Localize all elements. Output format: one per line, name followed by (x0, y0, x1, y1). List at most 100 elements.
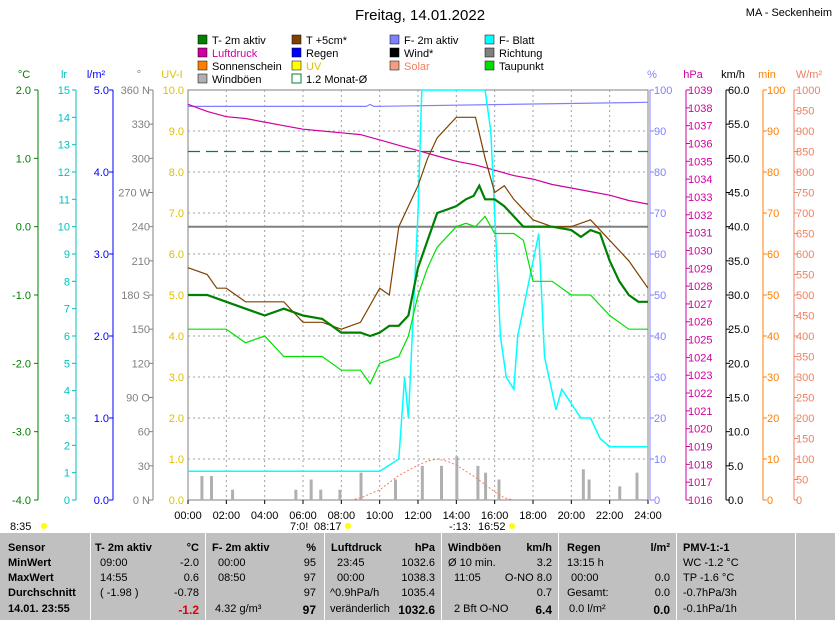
legend-label: F- Blatt (499, 35, 534, 47)
axis-tick-label: 60 (654, 249, 666, 261)
axis-tick-label: 600 (796, 249, 814, 261)
axis-tick-label: 5.0 (169, 290, 184, 302)
axis-tick-label: 4.0 (94, 167, 109, 179)
row-label-max: MaxWert (8, 572, 54, 584)
marker-sunset: 16:52 (478, 521, 506, 533)
axis-tick-label: 1035 (688, 156, 712, 168)
plot-area (187, 89, 649, 501)
axis-tick-label: 5 (64, 358, 70, 370)
gust-bar (635, 472, 639, 500)
axis-tick-label: 500 (796, 290, 814, 302)
druck-avg-val: 1035.4 (401, 587, 435, 599)
gust-bar (294, 489, 298, 500)
t2m-avg-time: ( -1.98 ) (100, 587, 139, 599)
axis-tick-label: 2.0 (169, 413, 184, 425)
axis-tick-label: 15.0 (728, 393, 749, 405)
axis-tick-label: 30 (767, 372, 779, 384)
druck-now-val: 1032.6 (398, 603, 435, 617)
t2m-max-time: 14:55 (100, 572, 128, 584)
axis-unit-label: min (758, 69, 776, 81)
axis-tick-label: 800 (796, 167, 814, 179)
axis-tick-label: 550 (796, 270, 814, 282)
axis-tick-label: 3 (64, 413, 70, 425)
weather-chart: Freitag, 14.01.2022 MA - Seckenheim T- 2… (10, 7, 832, 533)
legend-label: T +5cm* (306, 35, 348, 47)
legend-swatch (197, 73, 208, 84)
axis-tick-label: 950 (796, 106, 814, 118)
axis-tick-label: 50 (767, 290, 779, 302)
axis-tick-label: 1030 (688, 245, 712, 257)
axis-tick-label: 0 (767, 495, 773, 507)
legend-label: T- 2m aktiv (212, 35, 266, 47)
axis-tick-label: 1034 (688, 174, 712, 186)
gust-bar (618, 486, 622, 500)
marker-noon: -:13: (449, 521, 471, 533)
sun-icon (345, 523, 351, 529)
wind-max-time: 11:05 (454, 572, 481, 584)
axis-tick-label: 30 (654, 372, 666, 384)
legend-swatch (197, 60, 208, 71)
axis-tick-label: 450 (796, 311, 814, 323)
gust-bar (440, 465, 443, 500)
legend-label: Richtung (499, 48, 542, 60)
legend-label: Windböen (212, 74, 262, 86)
axis-tick-label: 1028 (688, 281, 712, 293)
t2m-min-time: 09:00 (100, 557, 128, 569)
col-wind: Windböen km/h Ø 10 min. 3.2 11:05 O-NO 8.0 … (442, 533, 558, 620)
time-tick-label: 00:00 (174, 510, 202, 522)
axis-tick-label: 3.0 (169, 372, 184, 384)
time-tick-label: 14:00 (443, 510, 471, 522)
legend-label: UV (306, 61, 322, 73)
t2m-max-val: 0.6 (183, 572, 199, 584)
regen-rate: 0.0 l/m² (569, 603, 606, 615)
f2m-min-time: 00:00 (218, 557, 246, 569)
axis-tick-label: 60 (138, 427, 150, 439)
legend-label: Regen (306, 48, 338, 60)
gust-bar (484, 472, 488, 500)
axis-tick-label: 1022 (688, 388, 712, 400)
legend-swatch (197, 34, 208, 45)
axis-tick-label: 3.0 (94, 249, 109, 261)
regen-total-val: 0.0 (654, 587, 670, 599)
row-label-avg: Durchschnitt (8, 587, 76, 599)
axis-tick-label: 10 (767, 454, 779, 466)
axis-tick-label: 1031 (688, 228, 712, 240)
axis-unit-label: l/m² (87, 69, 106, 81)
series-line (188, 183, 648, 338)
axis-tick-label: 10 (654, 454, 666, 466)
axis-unit-label: UV-I (161, 69, 182, 81)
hdr-f2m: F- 2m aktiv (212, 542, 270, 554)
marker-sunrise2: 08:17 (314, 521, 342, 533)
hdr-druck-unit: hPa (414, 542, 435, 554)
f2m-avg-val: 97 (303, 587, 316, 599)
axis-tick-label: 6 (64, 331, 70, 343)
axis-tick-label: 7.0 (169, 208, 184, 220)
legend-swatch (197, 47, 208, 58)
legend-label: Sonnenschein (212, 61, 282, 73)
axis-tick-label: 900 (796, 126, 814, 138)
axis-tick-label: 1020 (688, 424, 712, 436)
axis-tick-label: 120 (132, 358, 150, 370)
col-pmv: PMV-1:-1 WC -1.2 °C TP -1.6 °C -0.7hPa/3… (677, 533, 795, 620)
axis-tick-label: 20 (654, 413, 666, 425)
gust-bar (476, 465, 480, 500)
axis-tick-label: 250 (796, 393, 814, 405)
legend-label: Taupunkt (499, 61, 544, 73)
time-tick-label: 10:00 (366, 510, 394, 522)
series-line (187, 103, 649, 205)
gust-bar (420, 465, 424, 500)
axis-tick-label: 60.0 (728, 85, 749, 97)
axis-tick-label: 20.0 (728, 358, 749, 370)
axis-tick-label: -4.0 (12, 495, 31, 507)
axis-tick-label: 40 (654, 331, 666, 343)
t2m-avg-val: -0.78 (173, 587, 199, 599)
hdr-wind: Windböen (448, 542, 502, 554)
gust-bar (497, 479, 501, 500)
axis-tick-label: 30.0 (728, 290, 749, 302)
sun-markers: 8:35 7:0! 08:17 -:13: 16:52 (10, 521, 515, 533)
series-line (187, 116, 649, 330)
series-line (188, 101, 649, 108)
axis-tick-label: 0.0 (728, 495, 743, 507)
chart-title: Freitag, 14.01.2022 (355, 7, 485, 24)
legend-label: Solar (404, 61, 430, 73)
